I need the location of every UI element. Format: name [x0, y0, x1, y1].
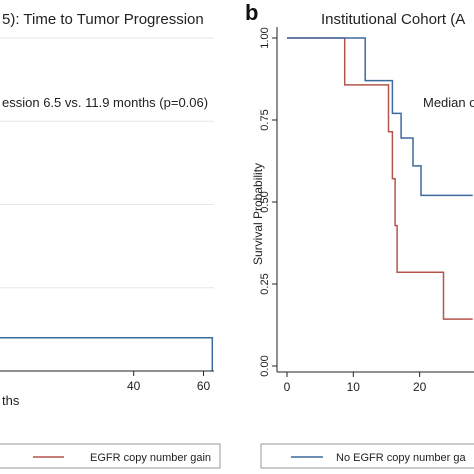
- panel-b-x-tick-label: 10: [347, 380, 361, 394]
- panel-b-series: [287, 37, 473, 320]
- panel-b-legend-box: [260, 443, 474, 469]
- panel-b-y-tick-label: 1.00: [259, 27, 271, 48]
- panel-a-x-ticks: 40 60: [127, 371, 211, 393]
- panel-a-series: [0, 336, 214, 371]
- panel-b-x-tick-label: 20: [413, 380, 427, 394]
- panel-b-series-line: [287, 37, 473, 197]
- panel-b-letter: b: [245, 0, 258, 25]
- panel-a-x-tick-label: 40: [127, 379, 141, 393]
- panel-a-legend: EGFR copy number gain: [0, 443, 221, 469]
- panel-b-legend-label: No EGFR copy number ga: [336, 452, 466, 464]
- panel-b-title: Institutional Cohort (A: [321, 11, 465, 28]
- panel-a-series-line: [0, 336, 214, 371]
- panel-b-y-ticks: 0.00 0.25 0.50 0.75 1.00: [259, 27, 277, 377]
- panel-a-title: 5): Time to Tumor Progression: [2, 11, 204, 28]
- panel-b-x-ticks: 0 10 20: [284, 372, 427, 394]
- panel-b: b Institutional Cohort (A Survival Proba…: [245, 0, 474, 469]
- panel-b-annotation: Median o: [423, 95, 474, 110]
- panel-a-gridlines: [0, 37, 214, 289]
- panel-a-annotation: ession 6.5 vs. 11.9 months (p=0.06): [2, 95, 208, 110]
- panel-b-y-tick-label: 0.25: [259, 273, 271, 294]
- panel-a-legend-box: [0, 443, 221, 469]
- panel-b-y-tick-label: 0.50: [259, 191, 271, 212]
- panel-a: 5): Time to Tumor Progression ession 6.5…: [0, 11, 221, 469]
- panel-a-x-tick-label: 60: [197, 379, 211, 393]
- panel-b-legend: No EGFR copy number ga: [260, 443, 474, 469]
- panel-a-x-label: ths: [2, 393, 20, 408]
- panel-b-series-line: [287, 37, 473, 320]
- panel-b-y-tick-label: 0.00: [259, 355, 271, 376]
- panel-b-y-label: Survival Probability: [251, 163, 265, 265]
- panel-a-legend-label: EGFR copy number gain: [90, 452, 211, 464]
- panel-b-y-tick-label: 0.75: [259, 109, 271, 130]
- panel-b-x-tick-label: 0: [284, 380, 291, 394]
